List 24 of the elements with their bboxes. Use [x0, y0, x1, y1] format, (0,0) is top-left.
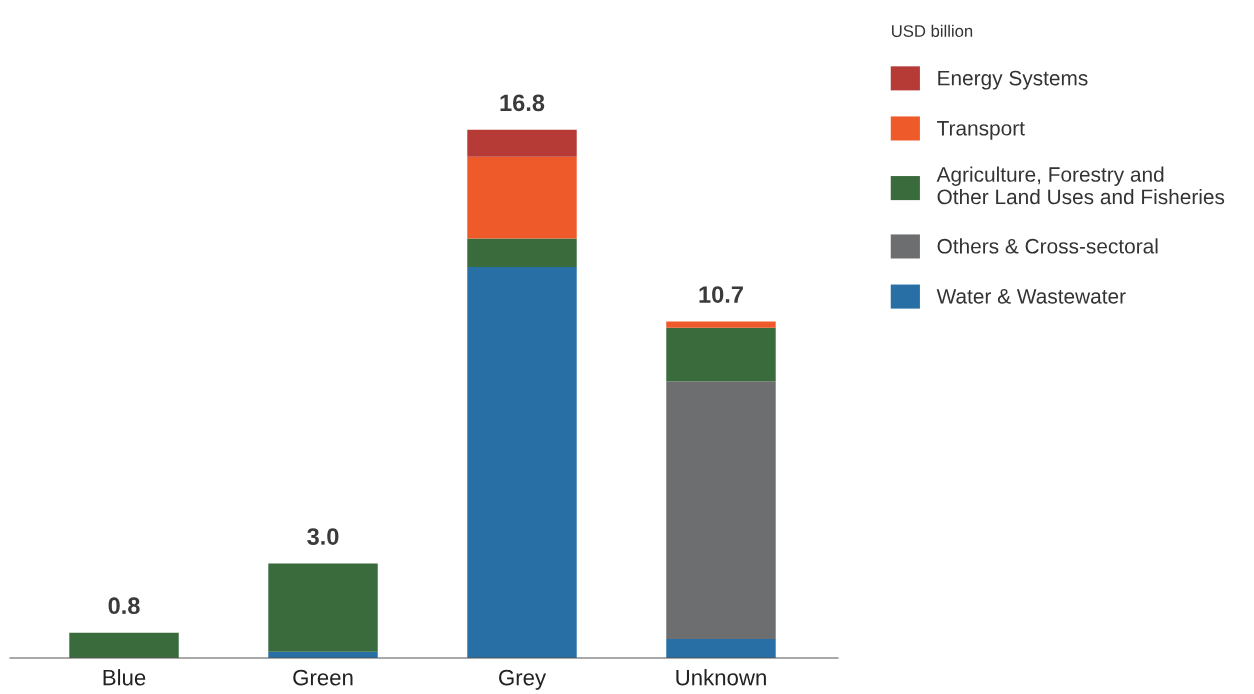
x-tick-label: Green: [293, 669, 353, 686]
legend-label: Others & Cross-sectoral: [937, 238, 1158, 254]
bar: [666, 321, 776, 328]
bar: [467, 156, 577, 239]
annotation: 3.0: [307, 528, 339, 545]
x-tick-label: Grey: [499, 669, 547, 690]
bar: [666, 638, 776, 658]
bar: [666, 381, 776, 639]
x-tick-label: Blue: [103, 669, 146, 686]
annotation: 0.8: [108, 597, 140, 615]
bar: [467, 267, 577, 658]
bar: [467, 238, 577, 268]
bar: [69, 632, 179, 658]
legend-label: Energy Systems: [938, 70, 1088, 90]
bar: [467, 129, 577, 157]
legend-title: USD billion: [892, 24, 973, 37]
legend-label: Transport: [937, 121, 1025, 140]
legend-label: Agriculture, Forestry and Other Land Uses and Fisheries: [936, 166, 1225, 205]
x-tick-label: Unknown: [676, 669, 766, 686]
bar: [666, 327, 776, 382]
annotation: 16.8: [500, 94, 545, 112]
legend-label: Water & Wastewater: [936, 289, 1126, 304]
annotation: 10.7: [699, 286, 743, 303]
bar: [268, 563, 378, 652]
